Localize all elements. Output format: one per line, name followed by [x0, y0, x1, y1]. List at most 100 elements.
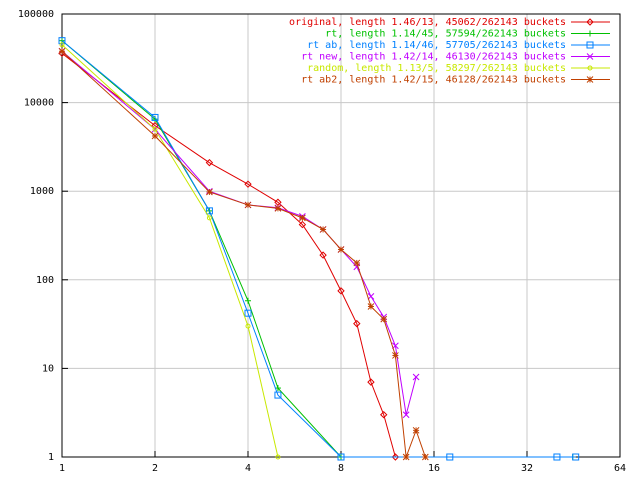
marker-shape	[206, 215, 212, 221]
marker-stroke	[299, 214, 306, 222]
marker-stroke	[244, 201, 252, 209]
y-tick-label: 10000	[24, 98, 54, 109]
marker-stroke	[586, 53, 594, 60]
marker	[59, 42, 65, 48]
marker-shape	[446, 453, 454, 461]
marker	[205, 158, 214, 167]
marker-shape	[319, 251, 327, 259]
marker	[244, 180, 252, 188]
marker	[206, 215, 212, 221]
marker	[244, 201, 252, 209]
marker-stroke	[367, 293, 375, 300]
x-tick-label: 64	[614, 463, 626, 474]
marker-stroke	[337, 246, 345, 253]
legend-label: rt new, length 1.42/14, 46130/262143 buc…	[301, 52, 566, 63]
marker	[367, 303, 375, 310]
marker-shape	[391, 453, 400, 461]
marker-stroke	[319, 226, 327, 233]
marker	[245, 297, 251, 304]
y-tick-label: 1000	[30, 186, 54, 197]
marker-shape	[58, 37, 66, 45]
x-tick-label: 2	[152, 463, 158, 474]
marker	[380, 315, 388, 323]
y-tick-label: 1	[48, 452, 54, 463]
y-tick-label: 100000	[18, 9, 54, 20]
marker	[380, 411, 388, 419]
legend-label: rt ab, length 1.14/46, 57705/262143 buck…	[307, 40, 566, 51]
marker	[152, 126, 158, 132]
marker-stroke	[353, 259, 361, 267]
marker	[586, 41, 594, 49]
marker-stroke	[367, 303, 375, 310]
marker-stroke	[412, 373, 420, 381]
marker-stroke	[206, 188, 213, 196]
marker	[586, 18, 594, 26]
marker	[58, 37, 66, 45]
marker-shape	[151, 113, 159, 121]
marker	[367, 378, 375, 386]
marker-stroke	[402, 453, 410, 461]
x-tick-label: 1	[59, 463, 65, 474]
marker	[319, 251, 327, 259]
marker-shape	[244, 309, 252, 317]
series-line	[61, 44, 279, 458]
marker	[587, 30, 593, 37]
marker-shape	[586, 41, 594, 49]
legend-label: rt ab2, length 1.42/15, 46128/262143 buc…	[301, 75, 566, 86]
marker-stroke	[421, 453, 429, 461]
legend-label: random, length 1.13/5, 58297/262143 buck…	[307, 63, 566, 74]
marker	[337, 246, 345, 253]
marker-stroke	[402, 411, 410, 419]
marker	[337, 287, 345, 295]
marker-stroke	[58, 47, 66, 55]
marker-stroke	[392, 352, 399, 359]
marker	[392, 352, 399, 359]
marker-shape	[245, 323, 251, 329]
series-line	[61, 40, 576, 458]
marker-shape	[274, 198, 282, 206]
marker	[353, 319, 361, 328]
marker-shape	[337, 453, 345, 461]
marker	[353, 259, 361, 267]
marker	[402, 453, 410, 461]
marker	[58, 47, 66, 55]
marker	[572, 453, 580, 461]
x-tick-label: 16	[428, 463, 440, 474]
marker-shape	[152, 126, 158, 132]
marker-shape	[59, 42, 65, 48]
marker	[274, 385, 281, 392]
marker-shape	[205, 207, 213, 215]
marker	[206, 188, 213, 196]
y-tick-label: 100	[36, 275, 54, 286]
marker	[412, 426, 420, 434]
legend-label: original, length 1.46/13, 45062/262143 b…	[289, 17, 566, 28]
marker-shape	[337, 287, 345, 295]
marker-shape	[572, 453, 580, 461]
marker-stroke	[151, 132, 159, 140]
series-line	[61, 52, 396, 458]
marker-shape	[274, 391, 282, 399]
marker-shape	[380, 411, 388, 419]
marker-stroke	[586, 76, 594, 83]
marker-stroke	[412, 426, 420, 434]
marker-shape	[275, 454, 281, 460]
marker	[151, 132, 159, 140]
marker	[367, 293, 375, 300]
marker	[421, 453, 429, 461]
marker	[586, 53, 594, 60]
marker-shape	[367, 378, 375, 386]
marker-shape	[298, 220, 307, 229]
marker	[298, 220, 307, 229]
marker-shape	[205, 158, 214, 167]
marker	[151, 113, 159, 121]
marker	[587, 65, 593, 71]
marker-shape	[244, 180, 252, 188]
marker	[274, 198, 282, 206]
marker	[337, 453, 345, 461]
marker-shape	[586, 18, 594, 26]
x-tick-label: 32	[521, 463, 533, 474]
marker-shape	[553, 453, 561, 461]
